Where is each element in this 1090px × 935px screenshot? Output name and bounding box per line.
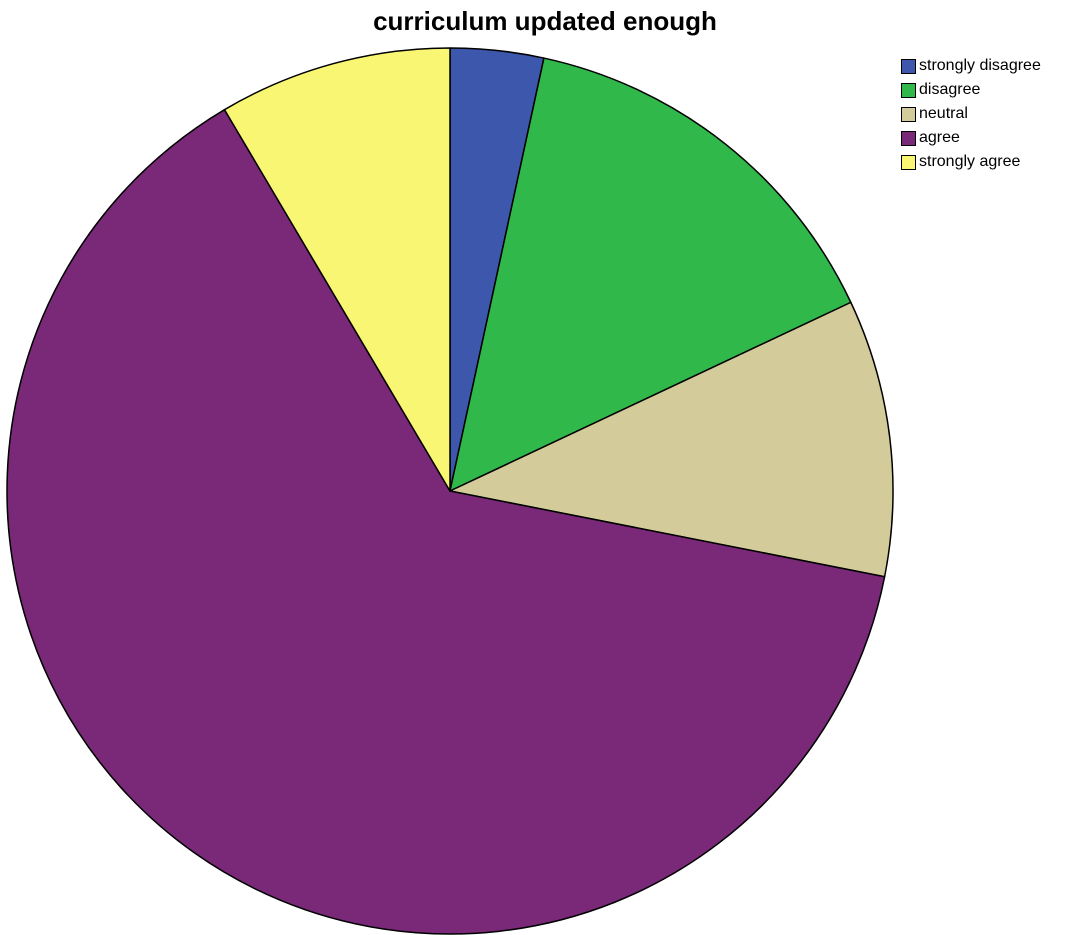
pie-slice-neutral	[449, 301, 894, 578]
pie-slice-disagree	[449, 57, 852, 492]
pie-slice-agree	[6, 108, 886, 935]
legend-swatch	[901, 58, 916, 74]
legend-label: strongly agree	[919, 153, 1021, 170]
legend-label: disagree	[919, 81, 981, 98]
legend-item-agree: agree	[901, 126, 1041, 150]
pie-slice-strongly-agree	[223, 47, 451, 492]
chart-title: curriculum updated enough	[373, 6, 717, 36]
legend-swatch	[901, 82, 916, 98]
legend-swatch	[901, 154, 916, 170]
legend-swatch	[901, 106, 916, 122]
legend-item-strongly-agree: strongly agree	[901, 150, 1041, 174]
legend-item-strongly-disagree: strongly disagree	[901, 54, 1041, 78]
legend-label: strongly disagree	[919, 57, 1041, 74]
legend-item-disagree: disagree	[901, 78, 1041, 102]
legend-label: neutral	[919, 105, 968, 122]
pie-slices	[6, 47, 894, 935]
legend-item-neutral: neutral	[901, 102, 1041, 126]
legend: strongly disagree disagree neutral agree str…	[901, 54, 1041, 174]
legend-swatch	[901, 130, 916, 146]
legend-label: agree	[919, 129, 960, 146]
